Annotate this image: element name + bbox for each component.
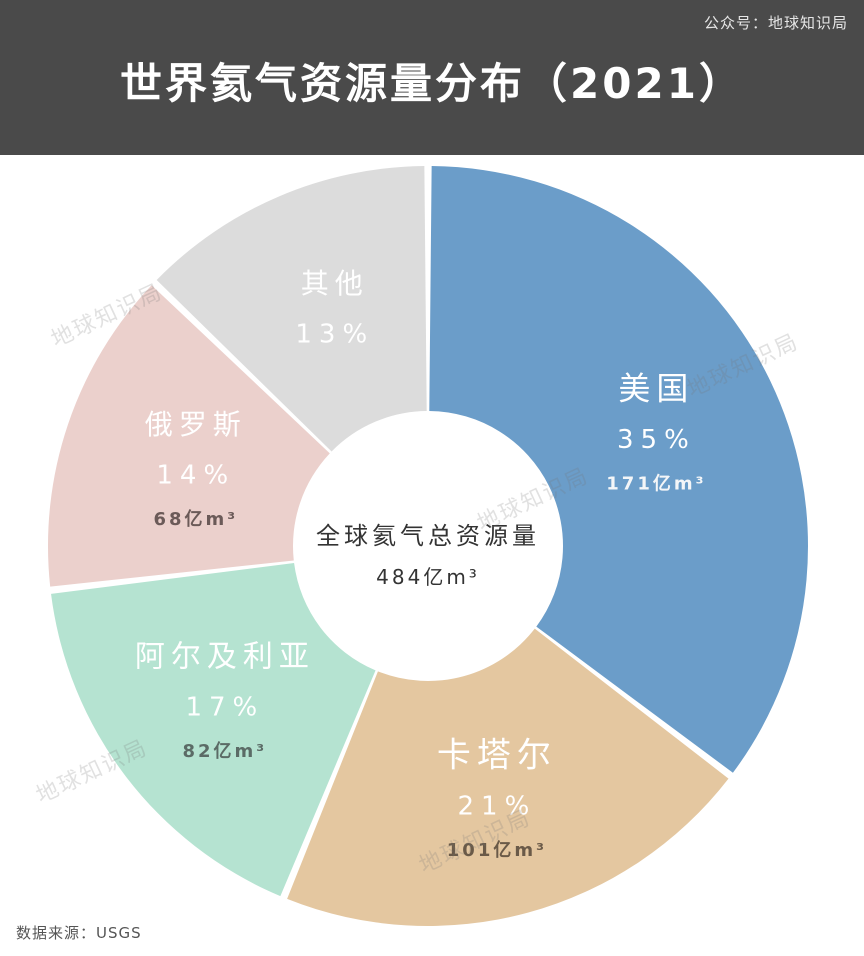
slice-1-value-label: 101亿m³: [447, 839, 547, 861]
slice-3-percent-label: 14%: [156, 460, 235, 490]
slice-0-value-label: 171亿m³: [606, 473, 706, 495]
slice-3-name: 俄罗斯: [145, 408, 247, 441]
slice-4-name: 其他: [301, 267, 369, 300]
slice-1-name: 卡塔尔: [437, 735, 557, 775]
title-banner: 公众号：地球知识局 世界氦气资源量分布（2021）: [0, 0, 864, 155]
slice-4-percent-label: 13%: [295, 320, 374, 350]
slice-2-value-label: 82亿m³: [183, 740, 268, 762]
slice-2-percent-label: 17%: [185, 693, 264, 723]
center-label: 全球氦气总资源量: [316, 522, 540, 550]
slice-3-value-label: 68亿m³: [153, 508, 238, 530]
source-note: 数据来源：USGS: [16, 924, 142, 942]
slice-0: [429, 166, 808, 773]
slice-2: [51, 563, 376, 897]
slice-1: [287, 628, 729, 926]
chart-title: 世界氦气资源量分布（2021）: [120, 59, 744, 108]
center-value: 484亿m³: [376, 565, 480, 589]
brand-label: 公众号：地球知识局: [703, 14, 848, 32]
slice-0-percent-label: 35%: [617, 425, 696, 455]
slice-2-name: 阿尔及利亚: [135, 640, 315, 675]
slice-1-percent-label: 21%: [458, 791, 537, 821]
slice-0-name: 美国: [618, 370, 694, 408]
slice-4: [156, 166, 427, 452]
slice-3: [47, 285, 330, 587]
